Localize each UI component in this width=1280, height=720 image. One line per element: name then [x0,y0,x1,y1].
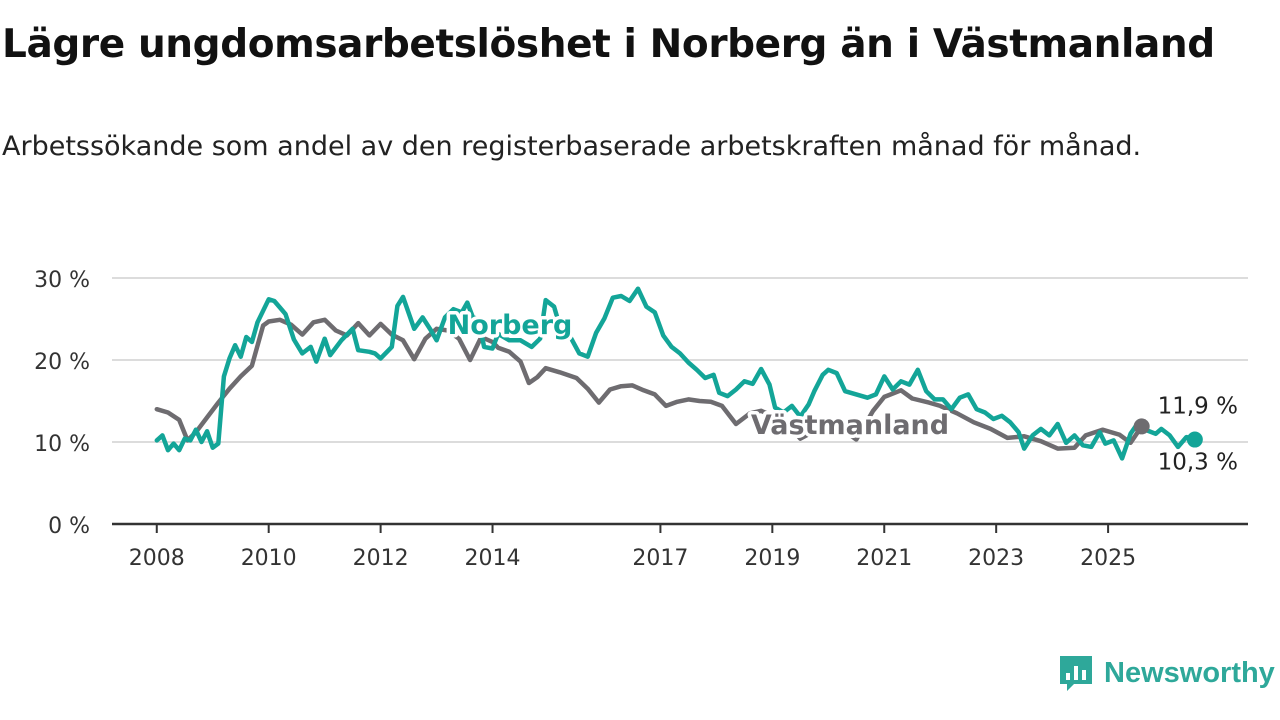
x-tick-label: 2012 [353,546,409,571]
end-point-västmanland [1133,418,1150,435]
brand-name: Newsworthy [1104,656,1275,689]
x-tick-label: 2021 [856,546,912,571]
x-tick-label: 2010 [241,546,297,571]
x-tick-label: 2025 [1080,546,1136,571]
end-value-label-norberg: 10,3 % [1158,450,1238,476]
end-point-norberg [1186,431,1203,448]
y-tick-label: 30 % [34,268,90,293]
x-tick-label: 2014 [465,546,521,571]
series-name-label-västmanland: Västmanland [751,410,949,441]
y-tick-label: 10 % [34,432,90,457]
line-chart: 0 % 10 % 20 % 30 % 2008 2010 2012 2014 2017 2019 2… [34,268,1248,571]
axes: 0 % 10 % 20 % 30 % 2008 2010 2012 2014 2017 2019 2… [34,268,1248,571]
x-tick-label: 2008 [129,546,185,571]
series-lines [154,286,1203,461]
gridlines [112,277,1248,443]
series-name-label-norberg: Norberg [448,310,573,341]
series-line-västmanland [154,317,1144,451]
end-value-label-västmanland: 11,9 % [1158,393,1238,419]
x-tick-label: 2023 [968,546,1024,571]
brand-logo: Newsworthy [1058,654,1275,692]
x-tick-label: 2019 [744,546,800,571]
y-tick-label: 20 % [34,350,90,375]
x-tick-label: 2017 [632,546,688,571]
newsworthy-logo-icon [1060,656,1092,691]
series-line-norberg [154,286,1198,461]
chart-title: Lägre ungdomsarbetslöshet i Norberg än i… [2,22,1215,67]
chart-subtitle: Arbetssökande som andel av den registerb… [2,131,1142,162]
y-tick-label: 0 % [48,514,90,539]
labels: 11,9 % 10,3 % Norberg Västmanland [444,307,1241,479]
